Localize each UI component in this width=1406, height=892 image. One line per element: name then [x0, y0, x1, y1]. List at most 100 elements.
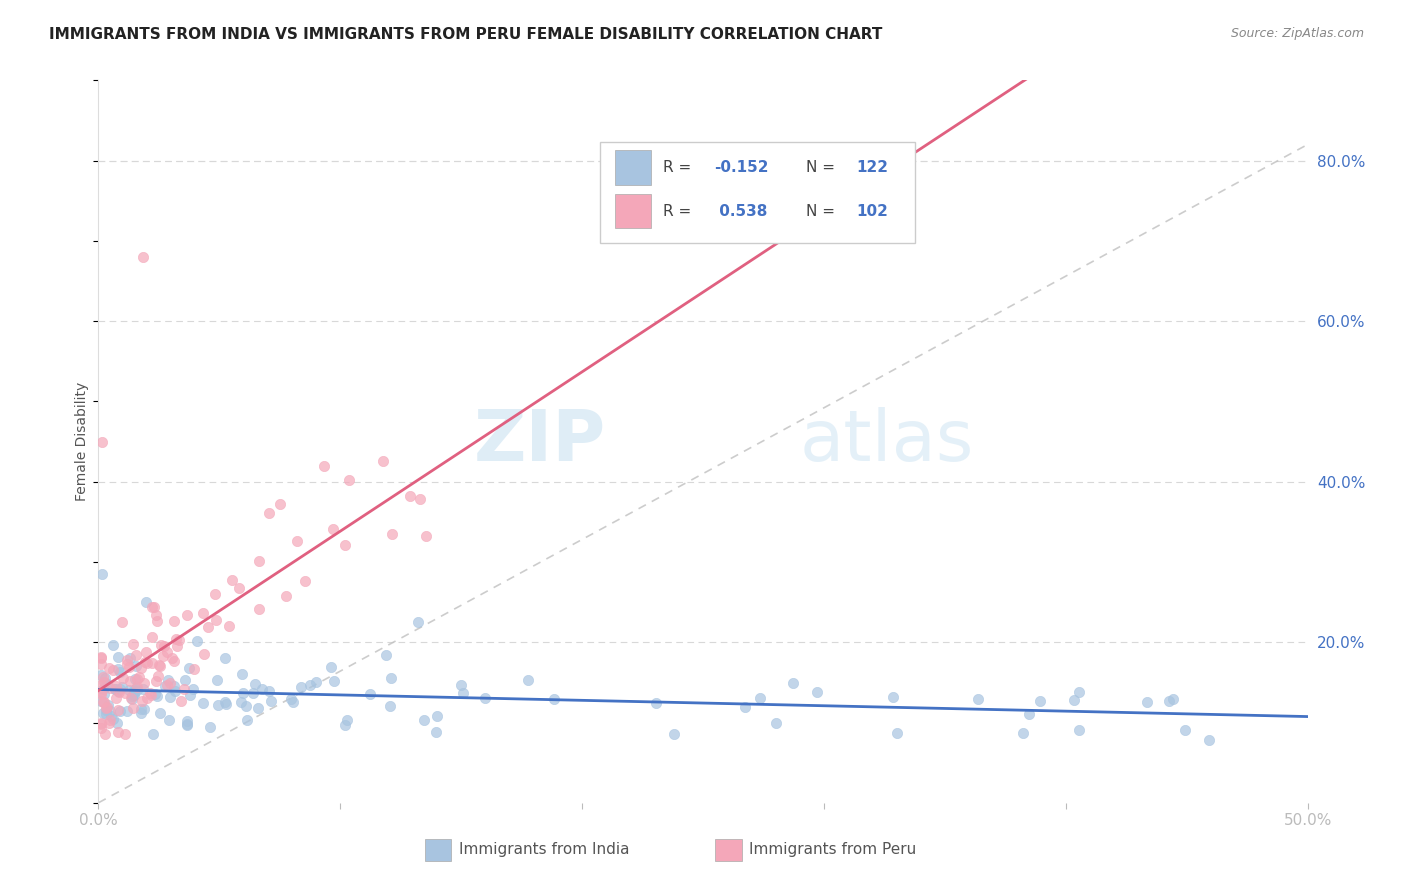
Point [274, 589, 297, 603]
Point [125, 648, 148, 662]
Point [108, 685, 131, 699]
Point [159, 675, 181, 690]
Point [97, 660, 120, 674]
Text: 102: 102 [856, 203, 889, 219]
Point [1012, 725, 1035, 739]
Point [380, 671, 402, 685]
Point [1161, 692, 1184, 706]
Point [163, 684, 186, 698]
Point [101, 638, 124, 652]
Point [90, 721, 112, 735]
Point [257, 684, 280, 698]
Point [322, 522, 344, 536]
Point [105, 715, 128, 730]
Point [173, 681, 195, 696]
Point [183, 662, 205, 676]
Point [516, 673, 538, 687]
Point [359, 687, 381, 701]
Point [664, 727, 686, 741]
Point [1069, 723, 1091, 737]
Point [145, 607, 167, 622]
Point [1028, 693, 1050, 707]
Point [165, 632, 187, 646]
Point [645, 696, 668, 710]
Point [159, 714, 181, 728]
Text: Immigrants from Peru: Immigrants from Peru [749, 842, 917, 857]
Y-axis label: Female Disability: Female Disability [76, 382, 90, 501]
Point [170, 694, 193, 708]
Point [132, 250, 155, 264]
Point [1174, 723, 1197, 738]
Text: -0.152: -0.152 [714, 161, 769, 175]
Point [257, 506, 280, 520]
Point [141, 657, 163, 671]
Point [543, 691, 565, 706]
Point [114, 686, 136, 700]
Point [214, 651, 236, 665]
Point [129, 702, 152, 716]
Point [152, 648, 174, 663]
Point [398, 489, 420, 503]
Point [312, 458, 335, 473]
Point [451, 686, 474, 700]
FancyBboxPatch shape [614, 194, 651, 228]
Point [120, 673, 142, 688]
Point [153, 679, 176, 693]
Point [135, 595, 157, 609]
Point [91, 682, 114, 697]
Point [146, 615, 169, 629]
Point [112, 672, 135, 686]
Point [409, 491, 432, 506]
Point [121, 689, 143, 703]
Point [269, 497, 291, 511]
Point [129, 661, 152, 675]
Point [176, 717, 198, 731]
Point [93, 727, 115, 741]
Point [90, 716, 112, 731]
Point [125, 681, 148, 695]
Point [90, 650, 112, 665]
Point [90, 668, 112, 682]
Point [198, 720, 221, 734]
Point [806, 685, 828, 699]
Point [131, 694, 153, 708]
Point [373, 453, 395, 467]
Point [107, 684, 129, 698]
Point [115, 652, 138, 666]
Point [90, 434, 112, 449]
FancyBboxPatch shape [614, 151, 651, 185]
Text: R =: R = [664, 203, 696, 219]
Point [107, 661, 129, 675]
Point [285, 534, 308, 549]
Point [101, 712, 124, 726]
Point [1198, 733, 1220, 747]
Text: ZIP: ZIP [474, 407, 606, 476]
Point [159, 690, 181, 705]
Point [94, 701, 117, 715]
Text: Source: ZipAtlas.com: Source: ZipAtlas.com [1230, 27, 1364, 40]
Point [98, 704, 121, 718]
Point [122, 637, 145, 651]
Point [94, 703, 117, 717]
FancyBboxPatch shape [425, 838, 451, 861]
Point [132, 702, 155, 716]
Text: N =: N = [806, 161, 839, 175]
Point [294, 574, 316, 589]
Point [218, 619, 240, 633]
Point [108, 704, 131, 718]
Point [215, 698, 238, 712]
Point [91, 706, 114, 720]
Point [426, 709, 449, 723]
Point [406, 615, 429, 630]
Point [90, 678, 112, 692]
Point [378, 698, 401, 713]
Point [131, 706, 153, 720]
Point [135, 690, 157, 705]
Point [127, 672, 149, 686]
Point [108, 681, 131, 696]
Point [91, 695, 114, 709]
Point [124, 672, 146, 686]
Point [149, 706, 172, 720]
Point [148, 658, 170, 673]
Point [107, 724, 129, 739]
